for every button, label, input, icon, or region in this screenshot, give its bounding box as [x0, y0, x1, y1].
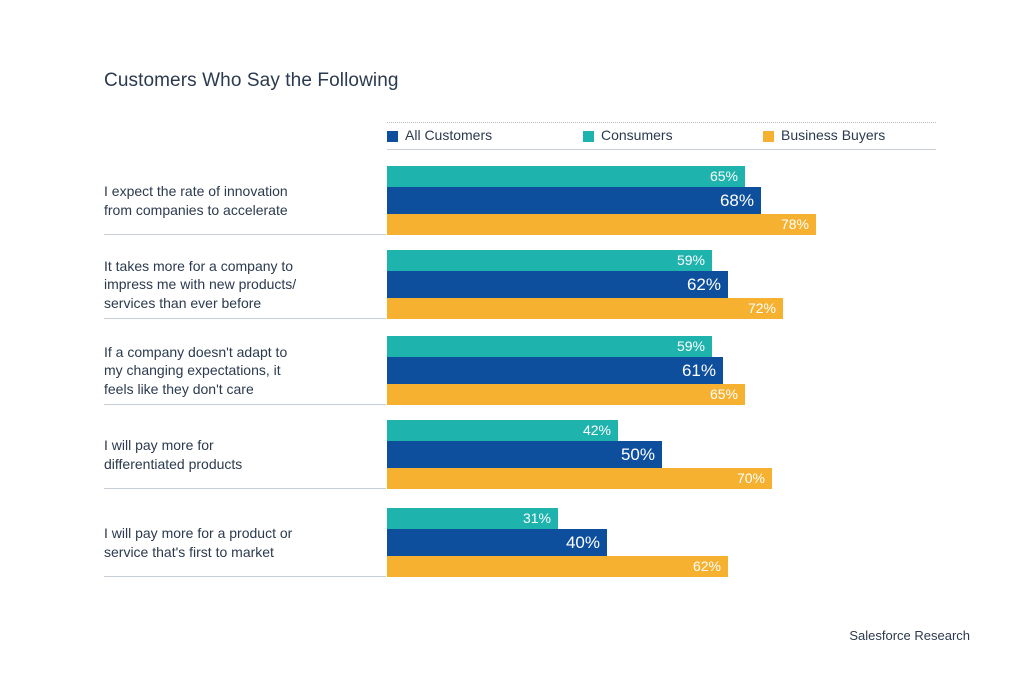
category-label: It takes more for a company to impress me…	[104, 257, 364, 313]
row-divider	[104, 318, 386, 319]
bar-all-customers	[387, 357, 723, 384]
category-label-line: If a company doesn't adapt to	[104, 343, 288, 360]
row-divider	[104, 404, 386, 405]
data-label: 68%	[719, 191, 754, 210]
bar-all-customers	[387, 529, 607, 556]
category-label-line: my changing expectations, it	[104, 362, 281, 379]
bar-consumers	[387, 508, 558, 529]
bar-business-buyers	[387, 298, 783, 319]
legend-swatch	[763, 131, 774, 142]
bar-consumers	[387, 250, 712, 271]
row-divider	[104, 234, 386, 235]
bar-consumers	[387, 166, 745, 187]
category-label-line: I expect the rate of innovation	[104, 183, 288, 199]
category-label: If a company doesn't adapt to my changing…	[104, 343, 364, 399]
category-label-line: service that's first to market	[104, 543, 274, 560]
data-label: 59%	[676, 338, 705, 354]
source-credit: Salesforce Research	[849, 628, 970, 643]
legend: All Customers Consumers Business Buyers	[387, 122, 936, 150]
bar-business-buyers	[387, 214, 816, 235]
category-label-line: feels like they don't care	[104, 380, 254, 397]
legend-label: Business Buyers	[781, 127, 886, 143]
data-label: 59%	[676, 252, 705, 268]
category-label: I will pay more for differentiated produc…	[104, 436, 364, 473]
category-label: I expect the rate of innovation from comp…	[104, 182, 364, 219]
category-label-line: services than ever before	[104, 294, 262, 311]
data-label: 72%	[747, 300, 776, 316]
data-label: 65%	[709, 386, 738, 402]
data-label: 62%	[692, 558, 721, 574]
category-label-line: I will pay more for	[104, 437, 214, 453]
bar-all-customers	[387, 271, 728, 298]
category-label-line: from companies to accelerate	[104, 201, 288, 218]
legend-swatch	[583, 131, 594, 142]
legend-label: Consumers	[601, 127, 673, 143]
category-label: I will pay more for a product or service …	[104, 524, 364, 561]
category-label-line: differentiated products	[104, 455, 243, 472]
row-divider	[104, 488, 386, 489]
category-label-line: I will pay more for a product or	[104, 525, 293, 541]
bar-business-buyers	[387, 468, 772, 489]
data-label: 78%	[780, 216, 809, 232]
bar-business-buyers	[387, 384, 745, 405]
bar-business-buyers	[387, 556, 728, 577]
data-label: 40%	[565, 533, 600, 552]
bar-all-customers	[387, 187, 761, 214]
data-label: 65%	[709, 168, 738, 184]
data-label: 31%	[522, 510, 551, 526]
legend-label: All Customers	[405, 127, 493, 143]
category-label-line: impress me with new products/	[104, 276, 297, 293]
chart-title: Customers Who Say the Following	[104, 70, 399, 91]
row-divider	[104, 576, 386, 577]
data-label: 70%	[736, 470, 765, 486]
data-label: 42%	[582, 422, 611, 438]
bar-consumers	[387, 336, 712, 357]
category-label-line: It takes more for a company to	[104, 257, 294, 274]
bar-consumers	[387, 420, 618, 441]
data-label: 62%	[686, 275, 721, 294]
data-label: 61%	[681, 361, 716, 380]
bar-all-customers	[387, 441, 662, 468]
data-label: 50%	[620, 445, 655, 464]
legend-swatch	[387, 131, 398, 142]
